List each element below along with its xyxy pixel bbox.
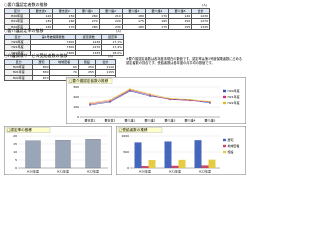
cell: 280 bbox=[75, 23, 100, 30]
point bbox=[169, 97, 171, 100]
bar bbox=[194, 140, 202, 168]
x-tick-label: 要支援2 bbox=[105, 118, 116, 123]
x-tick-label: 要介護5 bbox=[205, 118, 216, 123]
note: ※要介護認定者数は各年度末現在の数値です。認定率は第1号被保険者数に占める認定者… bbox=[126, 57, 242, 66]
bar bbox=[171, 165, 179, 168]
x-tick-label: H22年度 bbox=[199, 169, 211, 174]
bar bbox=[134, 142, 142, 168]
section-title: ○要介護認定者数の推移 bbox=[4, 2, 48, 7]
header-row: 区分 居宅 地域密着 施設 合計 bbox=[3, 58, 117, 66]
legend-label: H20年度 bbox=[228, 88, 240, 93]
y-tick-label: 1000 bbox=[121, 134, 129, 138]
bar bbox=[85, 139, 101, 169]
bar bbox=[141, 166, 149, 168]
legend-label: H22年度 bbox=[228, 100, 240, 105]
y-tick-label: 500 bbox=[123, 150, 129, 154]
y-tick-label: 300 bbox=[73, 85, 79, 89]
chart: □認定率の推移 0 5 10 15 20 H20年度 H21年度 H22年度 bbox=[4, 126, 112, 175]
point bbox=[109, 99, 111, 101]
point bbox=[129, 88, 131, 90]
table: 区分 第1号被保険者数 認定者数 認定率 H20年度 7200 1230 17.1% H21年度… bbox=[3, 33, 124, 56]
title-box bbox=[67, 78, 113, 84]
legend-swatch bbox=[223, 101, 226, 105]
unit: (人) bbox=[108, 54, 114, 58]
x-tick-label: H22年度 bbox=[87, 169, 99, 174]
unit: (人) bbox=[116, 29, 122, 33]
cell: 1335 bbox=[191, 23, 210, 30]
bar bbox=[25, 140, 41, 169]
legend-swatch bbox=[223, 144, 226, 148]
chart-title: □認定率の推移 bbox=[7, 127, 32, 132]
cell: H22年度 bbox=[3, 49, 32, 56]
cell: 185 bbox=[121, 23, 146, 30]
chart-title: □要介護認定者数の推移 bbox=[69, 78, 109, 83]
page: ○要介護認定者数の推移 (人) 区分 要支援1 要支援2 要介護1 要介護2 要介護3 要介護4… bbox=[3, 2, 246, 175]
chart-frame bbox=[66, 77, 246, 124]
y-tick-label: 200 bbox=[73, 95, 79, 99]
bar bbox=[178, 159, 186, 168]
x-tick-label: H20年度 bbox=[139, 169, 151, 174]
y-tick-label: 0 bbox=[15, 166, 17, 170]
x-tick-label: H21年度 bbox=[169, 169, 181, 174]
cell: 18.0% bbox=[101, 49, 124, 56]
legend-label: H21年度 bbox=[228, 94, 240, 99]
y-tick-label: 100 bbox=[73, 105, 79, 109]
cell: 155 bbox=[168, 23, 193, 30]
unit: (人) bbox=[202, 3, 208, 7]
bar bbox=[208, 159, 216, 168]
cell: 870 bbox=[32, 74, 51, 81]
row: H22年度 140 170 280 230 185 175 155 1335 bbox=[3, 23, 210, 30]
row: H21年度 130 160 270 220 175 165 150 1270 bbox=[3, 18, 210, 25]
title-box bbox=[117, 127, 163, 133]
y-tick-label: 15 bbox=[13, 142, 17, 146]
document: ○要介護認定者数の推移 (人) 区分 要支援1 要支援2 要介護1 要介護2 要介護3 要介護4… bbox=[3, 2, 210, 81]
section-title: ○介護保険サービス受給者数の推移 bbox=[4, 53, 68, 58]
header-row: 区分 要支援1 要支援2 要介護1 要介護2 要介護3 要介護4 要介護5 合計 bbox=[3, 7, 210, 15]
point bbox=[189, 98, 191, 101]
legend-label: 地域密着 bbox=[228, 143, 240, 148]
x-tick-label: 要介護3 bbox=[165, 118, 176, 123]
cell: 175 bbox=[144, 23, 170, 30]
bar bbox=[148, 160, 156, 168]
legend-swatch bbox=[223, 150, 226, 154]
x-tick-label: 要介護1 bbox=[125, 118, 136, 123]
y-tick-label: 20 bbox=[13, 134, 17, 138]
x-tick-label: 要介護2 bbox=[145, 118, 156, 123]
x-tick-label: 要支援1 bbox=[85, 118, 96, 123]
cell: H22年度 bbox=[3, 74, 34, 81]
x-tick-label: H21年度 bbox=[57, 169, 69, 174]
x-tick-label: H20年度 bbox=[27, 169, 39, 174]
point bbox=[89, 102, 91, 104]
title-box bbox=[5, 127, 51, 133]
chart-title: □受給者数の推移 bbox=[119, 127, 148, 132]
cell: 170 bbox=[52, 23, 77, 30]
y-tick-label: 0 bbox=[77, 115, 79, 119]
legend-label: 居宅 bbox=[228, 137, 234, 142]
table: 区分 居宅 地域密着 施設 合計 H20年度 800 60 250 1110 H21年度 830 70 2… bbox=[3, 58, 117, 81]
legend-swatch bbox=[223, 89, 226, 93]
chart: □要介護認定者数の推移 0 100 200 300 要支援1 要支援2 要介護1 要介護2 要介護… bbox=[66, 77, 246, 124]
bar bbox=[55, 140, 71, 169]
x-tick-label: 要介護4 bbox=[185, 118, 196, 123]
cell: 1335 bbox=[75, 49, 103, 56]
bar bbox=[201, 165, 209, 168]
legend-label: 施設 bbox=[228, 149, 234, 154]
y-tick-label: 10 bbox=[13, 150, 17, 154]
point bbox=[209, 100, 211, 103]
section-title: ○要介護認定率の推移 bbox=[4, 28, 44, 33]
y-tick-label: 0 bbox=[127, 166, 129, 170]
table: 区分 要支援1 要支援2 要介護1 要介護2 要介護3 要介護4 要介護5 合計 H20年度 120… bbox=[3, 7, 210, 30]
legend-swatch bbox=[223, 95, 226, 99]
y-tick-label: 5 bbox=[15, 158, 17, 162]
header-row: 区分 第1号被保険者数 認定者数 認定率 bbox=[3, 33, 124, 41]
point bbox=[149, 93, 151, 95]
legend-swatch bbox=[223, 138, 226, 142]
row: H22年度 7400 1335 18.0% bbox=[3, 49, 124, 56]
bar bbox=[164, 141, 172, 168]
